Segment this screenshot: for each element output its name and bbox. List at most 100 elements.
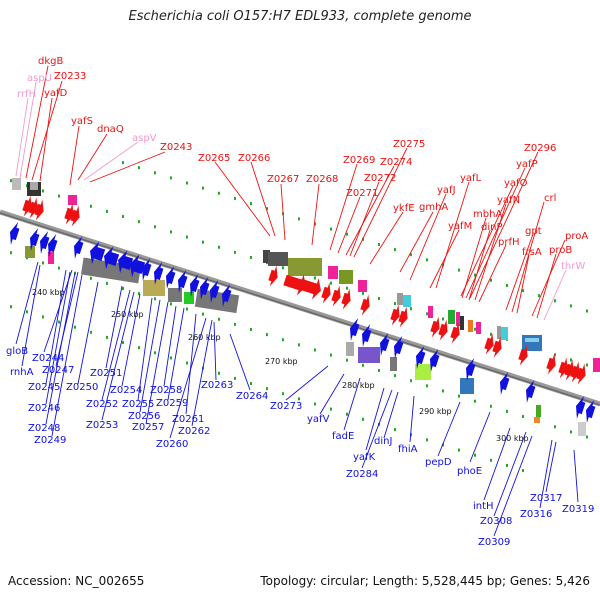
gene-arrow xyxy=(500,372,510,395)
guide-dot xyxy=(298,217,300,221)
gene-arrow xyxy=(190,274,200,297)
accession-text: Accession: NC_002655 xyxy=(8,574,145,588)
guide-dot xyxy=(122,341,124,345)
gene-label: Z0261 xyxy=(172,414,204,425)
guide-dot xyxy=(234,196,236,200)
gene-label: fhiA xyxy=(398,444,418,455)
gene-label: dkgB xyxy=(38,56,63,67)
gene-label: gmhA xyxy=(419,202,448,213)
gene-label: Z0269 xyxy=(343,155,375,166)
feature-grey-block xyxy=(80,257,141,284)
scale-tick-label: 290 kbp xyxy=(419,407,452,416)
guide-dot xyxy=(250,256,252,259)
gene-arrow xyxy=(331,285,341,307)
guide-dot xyxy=(186,235,188,239)
guide-dot xyxy=(90,204,92,208)
guide-dot xyxy=(394,302,396,306)
gene-arrow xyxy=(398,306,408,328)
guide-dot xyxy=(474,273,476,277)
gene-label: Z0244 xyxy=(32,353,64,364)
guide-dot xyxy=(490,332,492,336)
gene-arrow xyxy=(390,304,400,326)
gene-label: proB xyxy=(549,245,572,256)
guide-dot xyxy=(330,353,332,357)
gene-label: dinP xyxy=(481,222,503,233)
guide-dot xyxy=(138,292,140,296)
feature-green xyxy=(184,292,194,304)
gene-label: Z0253 xyxy=(86,420,118,431)
scale-tick-label: 240 kbp xyxy=(32,288,65,297)
gene-arrow xyxy=(130,254,146,278)
guide-dot xyxy=(490,404,492,408)
gene-label: Z0249 xyxy=(34,435,66,446)
guide-dot xyxy=(122,215,124,219)
gene-label: Z0247 xyxy=(42,365,74,376)
guide-dot xyxy=(346,412,348,416)
guide-dot xyxy=(538,294,540,298)
guide-dot xyxy=(234,376,236,380)
gene-label: Z0266 xyxy=(238,153,270,164)
gene-arrow xyxy=(484,333,494,355)
gene-label: Z0309 xyxy=(478,537,510,548)
gene-label: Z0255 xyxy=(122,399,154,410)
gene-label: dnaQ xyxy=(97,124,124,135)
guide-dot xyxy=(250,382,252,385)
guide-dot xyxy=(10,251,12,255)
feature-orange xyxy=(468,320,473,332)
gene-label: gloB xyxy=(6,346,28,357)
guide-dot xyxy=(314,348,316,352)
gene-label: proA xyxy=(565,231,588,242)
guide-dot xyxy=(250,328,252,331)
scale-tick-label: 280 kbp xyxy=(342,381,375,390)
gene-label: Z0257 xyxy=(132,422,164,433)
guide-dot xyxy=(170,302,172,306)
guide-dot xyxy=(106,281,108,285)
guide-dot xyxy=(234,322,236,326)
gene-arrow xyxy=(30,228,40,251)
feature-pink xyxy=(428,306,433,318)
feature-dark xyxy=(263,250,270,263)
gene-label: Z0284 xyxy=(346,469,378,480)
feature-pink xyxy=(358,280,367,292)
guide-dot xyxy=(202,312,204,316)
feature-lime xyxy=(415,364,431,380)
gene-label: Z0252 xyxy=(86,399,118,410)
gene-arrow xyxy=(298,278,321,300)
gene-arrow xyxy=(360,294,370,316)
gene-label: yafS xyxy=(71,116,93,127)
gene-label: mbhA xyxy=(473,209,502,220)
guide-dot xyxy=(298,397,300,401)
guide-dot xyxy=(522,289,524,293)
guide-dot xyxy=(570,358,572,362)
map-title: Escherichia coli O157:H7 EDL933, complet… xyxy=(128,9,472,24)
feature-dark xyxy=(460,316,464,330)
gene-arrow xyxy=(283,274,306,296)
reverse-features xyxy=(10,222,596,436)
guide-dot xyxy=(170,230,172,234)
gene-arrow xyxy=(200,277,210,300)
feature-cyan xyxy=(403,295,411,307)
feature-grey xyxy=(268,252,288,266)
guide-dot xyxy=(186,307,188,311)
guide-dot xyxy=(426,258,428,262)
gene-label: Z0260 xyxy=(156,439,188,450)
gene-arrow xyxy=(570,361,580,383)
gene-arrow xyxy=(526,380,536,403)
scale-tick-label: 270 kbp xyxy=(265,357,298,366)
gene-arrow xyxy=(178,270,188,293)
gene-arrow xyxy=(430,316,440,338)
feature-grey xyxy=(397,293,403,305)
gene-label: Z0296 xyxy=(524,143,556,154)
gene-arrow xyxy=(564,359,574,381)
guide-dot xyxy=(346,286,348,290)
gene-label: fadE xyxy=(332,431,354,442)
guide-dot xyxy=(522,469,524,473)
guide-dot xyxy=(490,278,492,282)
gene-arrow xyxy=(70,205,80,227)
gene-arrow xyxy=(466,358,476,381)
feature-pink xyxy=(593,358,600,372)
gene-arrow xyxy=(40,231,50,254)
guide-dot xyxy=(442,317,444,321)
feature-grey xyxy=(578,422,586,436)
gene-arrow xyxy=(34,199,44,221)
